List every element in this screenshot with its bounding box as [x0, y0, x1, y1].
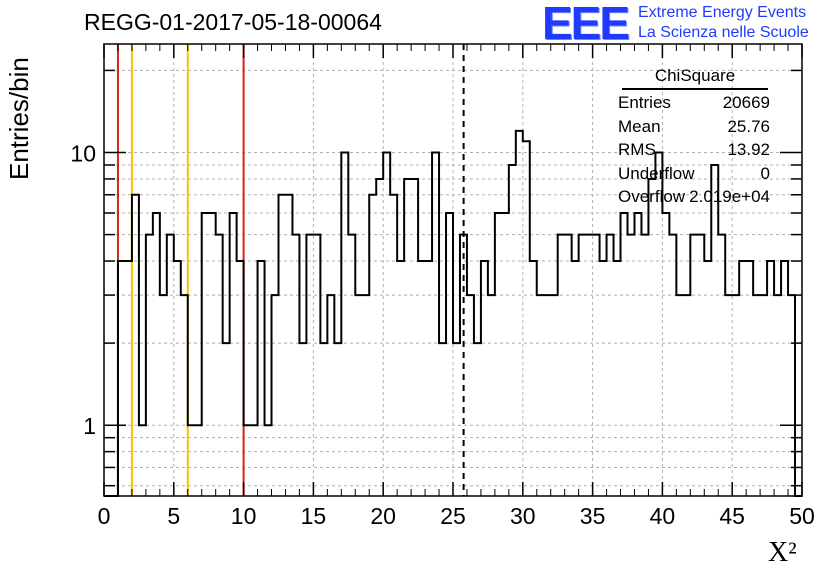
stats-label: RMS — [618, 140, 656, 159]
stats-label: Overflow — [618, 187, 686, 206]
stats-value: 20669 — [722, 93, 770, 112]
y-tick-label: 10 — [70, 141, 96, 167]
stats-value: 2.019e+04 — [689, 187, 770, 206]
x-tick-label: 45 — [719, 503, 745, 529]
x-tick-label: 15 — [301, 503, 327, 529]
stats-value: 13.92 — [727, 140, 770, 159]
logo-line-1: Extreme Energy Events — [638, 4, 807, 21]
stats-row: Overflow 2.019e+04 — [612, 185, 778, 209]
x-tick-label: 0 — [98, 503, 111, 529]
y-axis-label: Entries/bin — [4, 57, 34, 180]
stats-value: 25.76 — [727, 116, 770, 136]
x-tick-label: 10 — [231, 503, 257, 529]
x-tick-label: 40 — [650, 503, 676, 529]
x-tick-label: 30 — [510, 503, 536, 529]
eee-logo: EEE — [542, 0, 630, 49]
logo-line-2: La Scienza nelle Scuole — [638, 24, 809, 41]
histogram-line — [104, 129, 802, 497]
stats-label: Underflow — [618, 163, 695, 183]
axis-ticks — [103, 44, 803, 496]
stats-label: Mean — [618, 116, 661, 136]
x-tick-label: 5 — [167, 503, 180, 529]
stats-title: ChiSquare — [622, 66, 768, 90]
x-tick-label: 20 — [370, 503, 396, 529]
x-axis-label: X² — [768, 537, 797, 568]
x-tick-label: 50 — [789, 503, 815, 529]
stats-value: 0 — [760, 163, 770, 183]
y-tick-label: 1 — [83, 413, 96, 439]
stats-row: Underflow 0 — [612, 162, 778, 186]
stats-row: RMS 13.92 — [612, 138, 778, 162]
x-tick-label: 25 — [440, 503, 466, 529]
logo-caption: Extreme Energy Events La Scienza nelle S… — [638, 3, 809, 43]
stats-row: Entries 20669 — [612, 91, 778, 115]
stats-box: ChiSquare Entries 20669 Mean 25.76 RMS 13.9… — [612, 66, 778, 209]
tick-labels: 0 5 10 15 20 25 30 35 40 45 50 1 10 — [70, 141, 814, 529]
stats-row: Mean 25.76 — [612, 115, 778, 139]
x-tick-label: 35 — [580, 503, 606, 529]
stats-label: Entries — [618, 93, 671, 112]
plot-title: REGG-01-2017-05-18-00064 — [84, 9, 382, 35]
